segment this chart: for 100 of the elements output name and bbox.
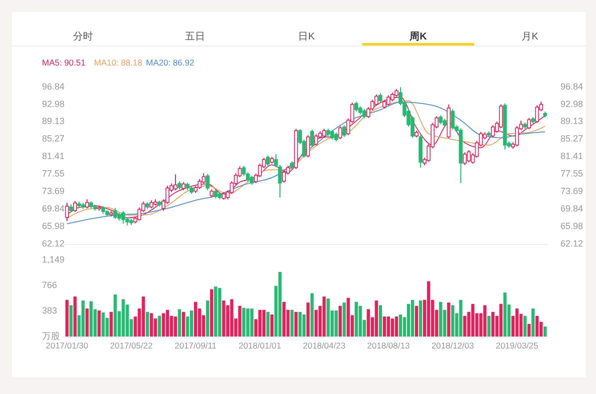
bar (230, 299, 234, 336)
candlestick (85, 198, 90, 209)
y-tick-label: 1,149 (42, 254, 65, 264)
bar (278, 272, 282, 336)
bar (463, 316, 466, 336)
text: MA10: 88.18 (94, 57, 142, 68)
bar (447, 302, 450, 336)
bar (515, 308, 519, 336)
candlestick (174, 174, 178, 191)
bar (354, 302, 358, 336)
bar (270, 314, 274, 336)
candlestick (378, 93, 382, 104)
bar (499, 304, 503, 336)
bar (544, 326, 547, 336)
bar (162, 313, 166, 336)
y-tick-label: 65.98 (42, 220, 65, 231)
bar (298, 312, 302, 336)
bar (166, 310, 170, 336)
bar (427, 281, 430, 336)
x-tick-label: 2017/05/22 (110, 340, 153, 350)
bar (114, 294, 117, 336)
y2-tick-label: 69.84 (560, 203, 583, 214)
x-tick-label: 2018/12/03 (431, 340, 474, 350)
bar (326, 298, 330, 336)
bar (342, 302, 346, 336)
y-tick-label: 89.13 (42, 116, 65, 126)
bar (390, 318, 394, 336)
bar (262, 310, 266, 336)
bar (242, 308, 246, 336)
bar (503, 292, 507, 336)
y2-tick-label: 62.12 (560, 238, 583, 248)
text: 周K (408, 30, 428, 43)
y2-tick-label: 81.41 (560, 151, 583, 162)
bar (471, 304, 474, 336)
bar (483, 305, 486, 336)
y-tick-label: 62.12 (42, 238, 65, 248)
bar (206, 300, 210, 336)
bar (182, 312, 186, 336)
y-tick-label: 77.55 (42, 168, 65, 179)
bar (69, 305, 73, 336)
bar (398, 314, 402, 336)
bar (491, 312, 494, 336)
candlestick (306, 134, 310, 158)
bar (210, 289, 214, 336)
bar (174, 316, 178, 336)
bar (65, 300, 69, 336)
candlestick (310, 129, 314, 148)
candlestick (314, 134, 318, 146)
bar (222, 300, 226, 336)
bar (535, 316, 539, 336)
bar (122, 299, 125, 336)
bar (439, 302, 442, 336)
bar (294, 312, 298, 336)
bar (314, 310, 318, 336)
bar (410, 300, 414, 336)
y2-tick-label: 92.98 (560, 98, 583, 109)
bar (266, 312, 270, 336)
x-tick-label: 2018/04/23 (302, 340, 346, 350)
text: 分时 (73, 30, 93, 43)
bar (98, 310, 101, 336)
bar (90, 301, 93, 336)
text: 五日 (184, 32, 205, 43)
bar (258, 310, 262, 336)
bar (178, 309, 182, 336)
candlestick (206, 174, 210, 191)
candlestick (466, 150, 471, 163)
bar (306, 302, 310, 336)
bar (302, 314, 306, 336)
bar (346, 298, 350, 336)
bar (190, 310, 194, 336)
y-tick-label: 69.84 (42, 203, 65, 214)
x-tick-label: 2019/03/25 (496, 340, 539, 350)
candlestick (462, 152, 467, 166)
bar (250, 308, 254, 336)
bar (358, 306, 362, 336)
bar (334, 310, 338, 336)
bar (150, 313, 153, 336)
candlestick (334, 132, 338, 142)
candlestick (342, 124, 346, 138)
y2-tick-label: 85.27 (560, 134, 583, 144)
candlestick (250, 175, 254, 186)
bar (459, 300, 462, 336)
bar (378, 305, 382, 336)
x-tick-label: 2017/09/11 (174, 340, 217, 350)
bar (527, 324, 531, 336)
bar (523, 316, 527, 336)
bar (418, 300, 422, 336)
bar (194, 302, 198, 336)
bar (374, 300, 378, 336)
bar (102, 312, 105, 336)
bar (246, 308, 250, 336)
bar (214, 286, 218, 336)
bar (487, 316, 490, 336)
x-tick-label: 2018/01/01 (238, 340, 282, 350)
y2-tick-label: 89.13 (560, 116, 583, 126)
candlestick (527, 117, 531, 130)
y-tick-label: 92.98 (42, 98, 65, 109)
text: 日K (298, 32, 316, 43)
bar (158, 316, 162, 336)
candlestick (450, 108, 455, 130)
